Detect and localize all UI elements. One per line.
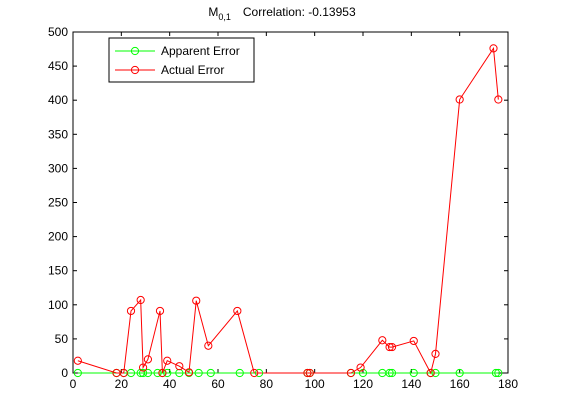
data-point-actual-error (385, 342, 394, 352)
data-point-apparent-error (206, 368, 215, 378)
data-point-apparent-error (153, 368, 162, 378)
chart-title-correlation: Correlation: -0.13953 (243, 5, 356, 19)
data-point-actual-error (431, 349, 440, 359)
y-tick-label: 500 (48, 25, 68, 39)
data-point-actual-error (233, 306, 242, 316)
legend: Apparent Error Actual Error (108, 37, 255, 83)
chart-title-subscript: 0,1 (218, 12, 231, 22)
y-tick-label: 0 (61, 366, 68, 380)
data-point-actual-error (175, 362, 184, 371)
chart-title: M0,1 Correlation: -0.13953 (208, 5, 356, 22)
data-point-apparent-error (491, 368, 501, 378)
data-point-actual-error (163, 356, 172, 365)
y-tick-label: 50 (55, 332, 69, 346)
data-point-actual-error (387, 342, 397, 352)
data-point-actual-error (303, 368, 312, 378)
axis-ticks: 0 20 40 60 80 100 120 140 160 180 0 50 100 150 200 250 3… (48, 25, 518, 391)
data-point-actual-error (136, 295, 145, 305)
y-tick-label: 200 (48, 230, 68, 244)
data-point-apparent-error (455, 368, 464, 378)
legend-label-apparent-error: Apparent Error (161, 44, 240, 58)
y-tick-label: 450 (48, 59, 68, 73)
data-point-actual-error (184, 368, 194, 377)
x-tick-label: 180 (498, 377, 518, 391)
y-tick-label: 250 (48, 196, 68, 210)
series-lines (77, 46, 499, 375)
chart-title-main: M (208, 5, 218, 19)
data-point-actual-error (409, 336, 418, 346)
legend-label-actual-error: Actual Error (161, 63, 224, 77)
data-point-apparent-error (194, 368, 203, 378)
y-tick-label: 300 (48, 161, 68, 175)
data-point-actual-error (143, 355, 153, 364)
data-point-apparent-error (387, 368, 397, 378)
data-point-apparent-error (409, 368, 418, 378)
data-point-actual-error (119, 368, 128, 378)
data-point-actual-error (73, 356, 82, 365)
x-tick-label: 80 (260, 377, 274, 391)
data-point-apparent-error (358, 368, 368, 378)
data-point-apparent-error (235, 368, 244, 378)
data-point-apparent-error (138, 368, 148, 378)
data-point-actual-error (378, 336, 387, 345)
y-tick-label: 150 (48, 264, 68, 278)
data-point-apparent-error (431, 368, 440, 378)
x-tick-label: 120 (353, 377, 373, 391)
data-point-actual-error (126, 306, 136, 316)
data-point-actual-error (455, 95, 464, 104)
data-point-apparent-error (143, 368, 153, 378)
data-point-actual-error (305, 368, 314, 378)
data-point-actual-error (489, 44, 498, 53)
legend-box (108, 37, 255, 83)
series-line-actual-error (77, 46, 499, 375)
data-point-apparent-error (163, 368, 172, 378)
legend-marker-actual-error (130, 65, 140, 75)
data-point-actual-error (192, 296, 201, 305)
series-markers (73, 44, 503, 378)
data-point-actual-error (356, 363, 365, 372)
x-tick-label: 100 (305, 377, 325, 391)
y-tick-label: 350 (48, 127, 68, 141)
x-tick-label: 140 (401, 377, 421, 391)
data-point-apparent-error (385, 368, 394, 378)
data-point-actual-error (250, 368, 259, 378)
data-point-apparent-error (494, 368, 503, 378)
x-tick-label: 40 (163, 377, 177, 391)
data-point-actual-error (138, 363, 148, 372)
x-tick-label: 0 (70, 377, 77, 391)
x-tick-label: 160 (450, 377, 470, 391)
y-tick-label: 100 (48, 298, 68, 312)
data-point-actual-error (204, 341, 213, 350)
legend-marker-apparent-error (130, 46, 140, 56)
data-point-actual-error (494, 95, 503, 104)
plot-area (72, 31, 509, 374)
data-point-apparent-error (73, 368, 82, 378)
data-point-actual-error (426, 368, 435, 378)
x-tick-label: 20 (115, 377, 129, 391)
data-point-actual-error (155, 306, 165, 316)
data-point-apparent-error (254, 368, 264, 378)
data-point-actual-error (158, 368, 167, 378)
x-tick-label: 60 (211, 377, 225, 391)
data-point-actual-error (346, 368, 356, 378)
y-tick-label: 400 (48, 93, 68, 107)
